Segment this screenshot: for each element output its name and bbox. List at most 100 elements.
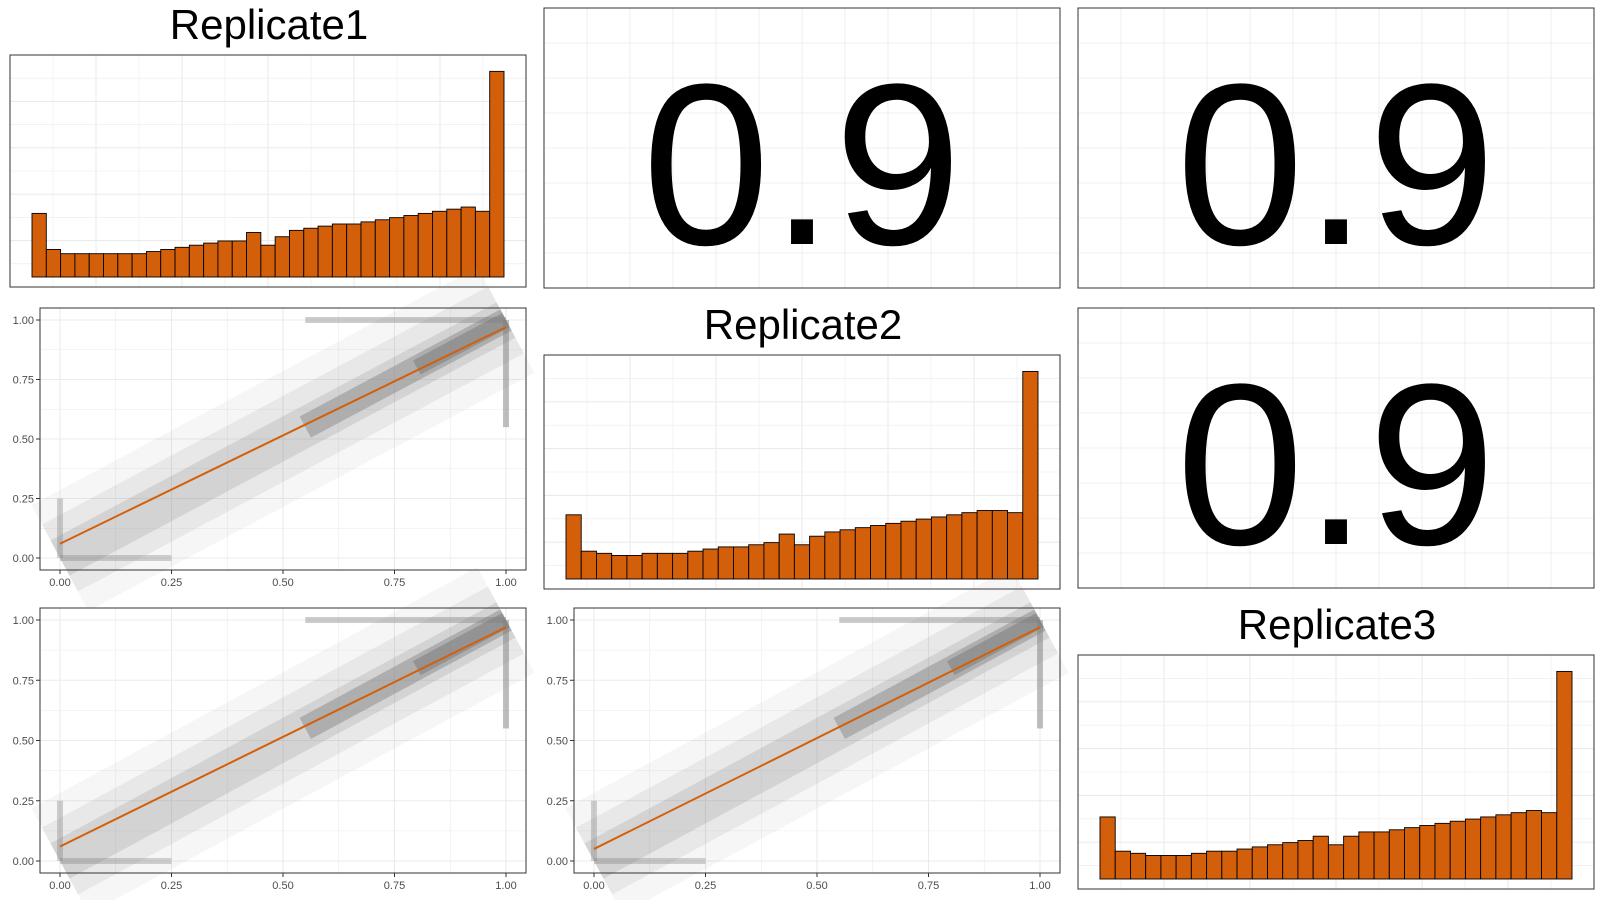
- histogram-bar: [915, 518, 932, 580]
- panel-r1c2: 0.9: [543, 6, 1062, 293]
- correlation-panel: 0.9: [1077, 7, 1595, 293]
- gridlines: [574, 608, 1060, 873]
- histogram-bar: [672, 552, 689, 580]
- correlation-value: 0.9: [1176, 336, 1496, 593]
- bars: [1099, 670, 1573, 880]
- point-density-band: [412, 612, 510, 676]
- point-density-band: [575, 586, 1059, 895]
- edge-points-bottom: [60, 858, 172, 864]
- histogram-bar: [656, 552, 674, 580]
- point-density-band: [584, 602, 1050, 879]
- panel-r2c2: Replicate2: [543, 300, 1062, 590]
- histogram-bar: [260, 244, 276, 278]
- x-tick-label: 0.25: [161, 880, 182, 892]
- histogram-bar: [131, 253, 147, 278]
- regression-line: [59, 626, 507, 848]
- y-tick-label: 0.25: [13, 494, 34, 506]
- histogram-replicate1: [9, 54, 527, 288]
- x-tick-label: 0.50: [272, 880, 293, 892]
- histogram-bar: [1449, 820, 1466, 880]
- histogram-bar: [1388, 829, 1405, 880]
- y-tick-label: 0.50: [547, 736, 568, 748]
- x-tick-label: 0.00: [583, 880, 604, 892]
- histogram-bar: [1145, 855, 1162, 880]
- histogram-bar: [930, 516, 948, 580]
- y-tick-label: 0.75: [547, 675, 568, 687]
- panel-border: [543, 7, 1061, 289]
- histogram-bar: [824, 531, 841, 580]
- histogram-bar: [611, 555, 628, 580]
- correlation-panel: 0.9: [1077, 307, 1595, 593]
- histogram-bar: [809, 535, 826, 580]
- y-tick-label: 0.25: [13, 796, 34, 808]
- x-tick-label: 0.75: [384, 577, 405, 589]
- histogram-bar: [1297, 840, 1314, 880]
- histogram-bar: [1251, 846, 1268, 880]
- histogram-bar: [31, 212, 47, 278]
- histogram-bar: [1541, 812, 1558, 880]
- x-tick-label: 1.00: [495, 880, 516, 892]
- histogram-bar: [961, 512, 978, 580]
- panel-r1c3: 0.9: [1077, 6, 1596, 293]
- histogram-bar: [145, 251, 162, 278]
- correlation-value: 0.9: [642, 36, 962, 293]
- histogram-bar: [174, 246, 190, 278]
- edge-points-bottom: [594, 858, 706, 864]
- point-density-band: [946, 612, 1044, 676]
- histogram-bar: [1130, 852, 1147, 880]
- axes: 0.00 0.25 0.50 0.75 1.00 0.00 0.25 0.50 0.75 1.00: [13, 315, 517, 589]
- edge-points-top: [305, 317, 506, 323]
- histogram-bar: [60, 253, 76, 278]
- histogram-bar: [1236, 848, 1253, 880]
- panel-r3c2: 0.00 0.25 0.50 0.75 1.00 0.00 0.25 0.50 0.75 1.00: [544, 567, 1069, 900]
- point-density-band: [50, 602, 516, 879]
- y-tick-label: 0.25: [547, 796, 568, 808]
- x-tick-label: 1.00: [1029, 880, 1050, 892]
- histogram-bar: [474, 210, 491, 278]
- panel-r3c1: 0.00 0.25 0.50 0.75 1.00 0.00 0.25 0.50 0.75 1.00: [10, 567, 535, 900]
- point-density-band: [31, 267, 535, 611]
- x-tick-label: 0.25: [161, 577, 182, 589]
- histogram-bar: [793, 544, 811, 580]
- histogram-bar: [274, 236, 290, 278]
- histogram-bar: [331, 223, 348, 278]
- histogram-bar: [117, 253, 133, 278]
- histogram-bar: [374, 219, 391, 278]
- y-tick-label: 0.00: [13, 856, 34, 868]
- edge-points-left: [591, 800, 597, 861]
- x-tick-label: 0.25: [695, 880, 716, 892]
- panel-r3c3: Replicate3: [1077, 600, 1596, 894]
- point-cloud: [31, 267, 535, 611]
- histogram-bar: [1510, 812, 1527, 880]
- histogram-bar: [1464, 818, 1482, 880]
- scatter-replicate2-vs-replicate3: 0.00 0.25 0.50 0.75 1.00 0.00 0.25 0.50 0.75 1.00: [547, 567, 1069, 900]
- histogram-bar: [45, 248, 62, 278]
- histogram-bar: [88, 253, 104, 278]
- histogram-bar: [900, 520, 917, 580]
- panel-border: [9, 54, 527, 288]
- edge-points-right: [503, 620, 509, 729]
- histogram-bar: [580, 550, 597, 580]
- histogram-bar: [1373, 831, 1390, 880]
- panel-border: [1077, 307, 1595, 589]
- bars: [31, 70, 505, 278]
- x-tick-label: 0.00: [49, 577, 70, 589]
- panel-border: [1077, 7, 1595, 289]
- point-density-band: [413, 312, 510, 375]
- y-tick-label: 0.50: [13, 434, 34, 446]
- histogram-bar: [1114, 850, 1131, 880]
- correlation-value: 0.9: [1176, 36, 1496, 293]
- axes: 0.00 0.25 0.50 0.75 1.00 0.00 0.25 0.50 0.75 1.00: [13, 615, 517, 892]
- histogram-bar: [702, 548, 719, 580]
- panel-title: Replicate3: [1237, 601, 1437, 648]
- histogram-bar: [217, 240, 233, 278]
- panel-border: [1077, 654, 1595, 890]
- y-tick-label: 0.00: [547, 856, 568, 868]
- gridlines: [1077, 7, 1595, 289]
- histogram-bar: [460, 206, 476, 278]
- histogram-bar: [1480, 816, 1497, 880]
- gridlines: [40, 608, 526, 873]
- histogram-bar: [74, 253, 90, 278]
- y-tick-label: 0.50: [13, 736, 34, 748]
- histogram-bar: [870, 525, 887, 580]
